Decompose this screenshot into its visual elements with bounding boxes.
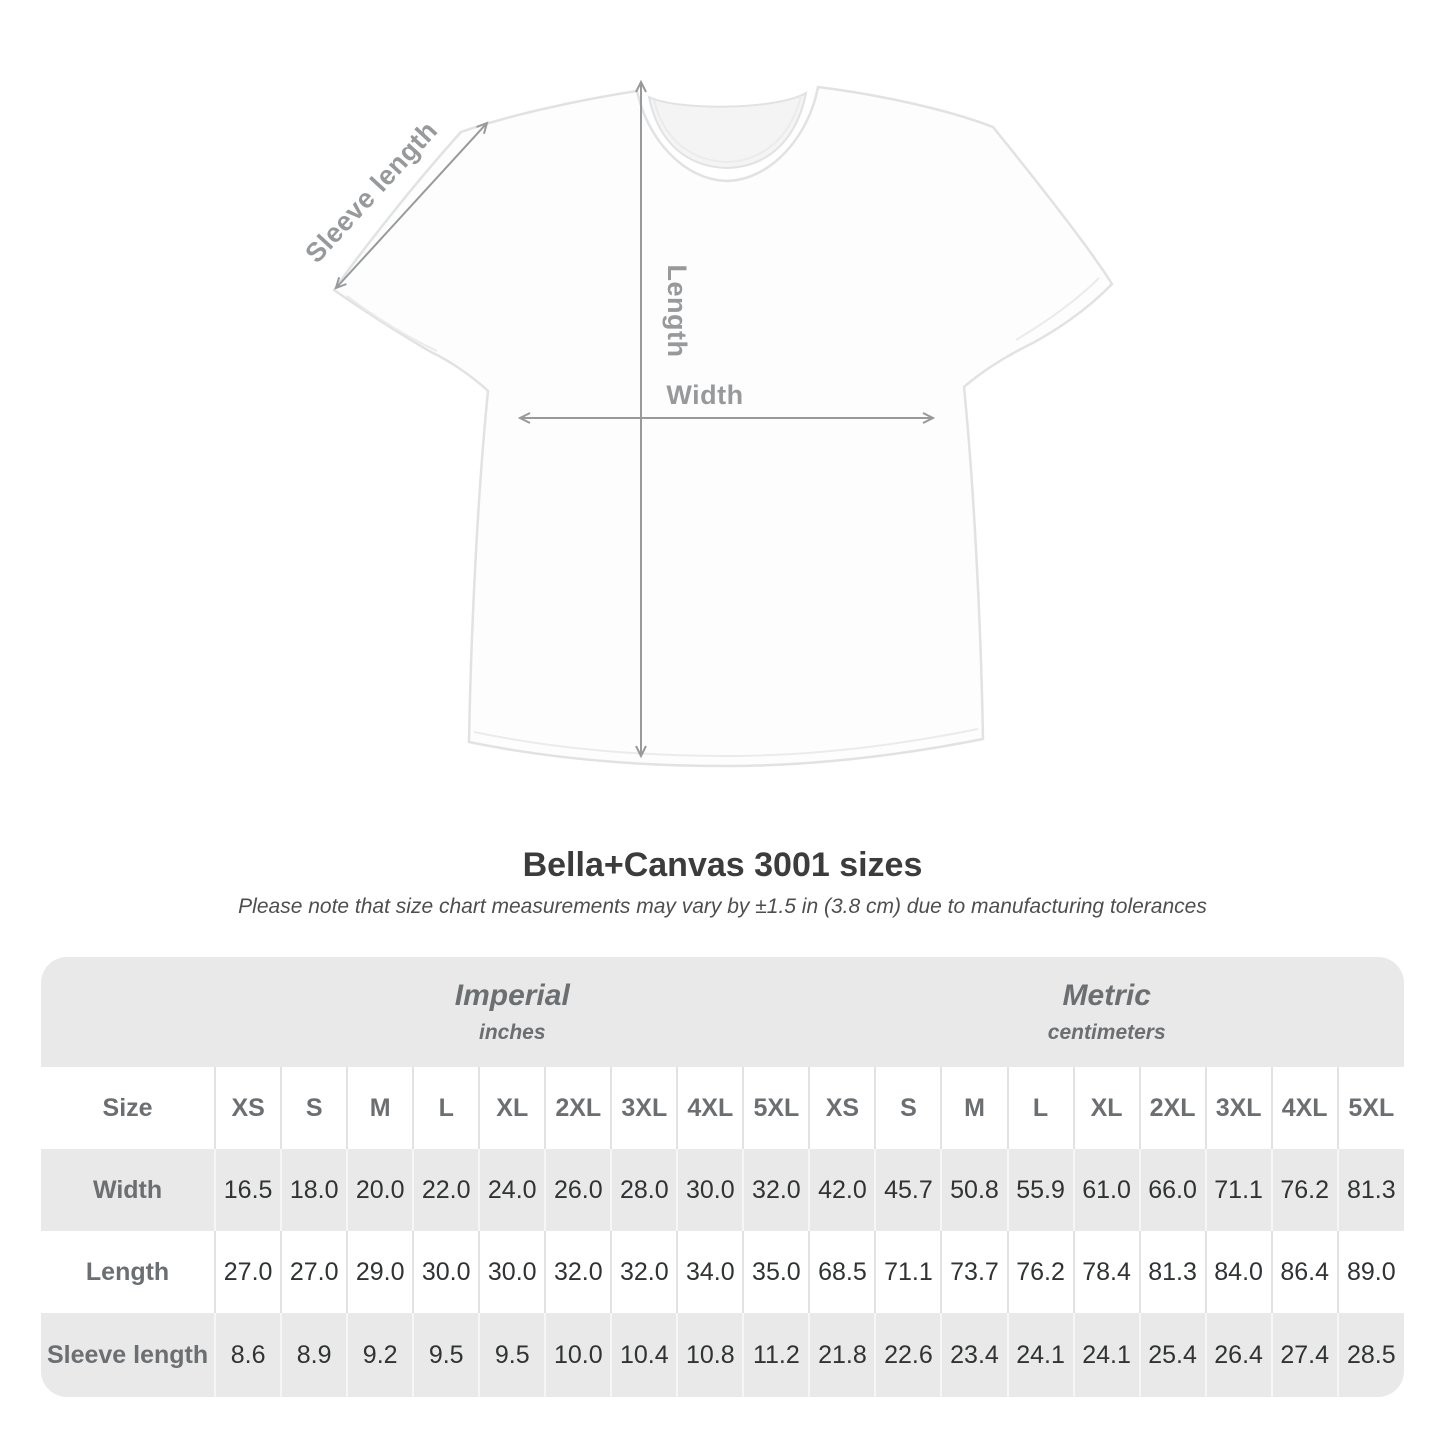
imperial-group-header: Imperial inches [215, 957, 810, 1067]
value-cell: 81.3 [1138, 1231, 1206, 1313]
page-title: Bella+Canvas 3001 sizes [522, 846, 923, 884]
value-cell: 30.0 [478, 1231, 546, 1313]
row-label-width: Width [92, 1175, 163, 1204]
size-header-imperial-4xl: 4XL [676, 1067, 744, 1149]
value-cell: 10.0 [544, 1313, 612, 1397]
value-cell: 9.2 [346, 1313, 414, 1397]
value-cell: 26.4 [1204, 1313, 1272, 1397]
value-cell: 30.0 [412, 1231, 480, 1313]
value-cell: 32.0 [544, 1231, 612, 1313]
width-arrow-label: Width [666, 380, 743, 410]
value-cell: 71.1 [1204, 1149, 1272, 1231]
value-cell: 50.8 [940, 1149, 1008, 1231]
value-cell: 61.0 [1072, 1149, 1140, 1231]
row-label-length: Length [85, 1257, 170, 1286]
size-header-imperial-l: L [412, 1067, 480, 1149]
size-header-imperial-3xl: 3XL [610, 1067, 678, 1149]
value-cell: 18.0 [280, 1149, 348, 1231]
size-header-metric-xs: XS [808, 1067, 876, 1149]
tshirt-measurement-diagram: Width Length Sleeve length [299, 79, 1114, 768]
value-cell: 25.4 [1138, 1313, 1206, 1397]
value-cell: 71.1 [874, 1231, 942, 1313]
sleeve-length-row: Sleeve length 8.6 8.9 9.2 9.5 9.5 10.0 1… [41, 1313, 1404, 1397]
value-cell: 26.0 [544, 1149, 612, 1231]
band-corner [41, 957, 216, 1067]
metric-group-header: Metric centimeters [809, 957, 1404, 1067]
value-cell: 21.8 [808, 1313, 876, 1397]
value-cell: 28.0 [610, 1149, 678, 1231]
value-cell: 76.2 [1006, 1231, 1074, 1313]
value-cell: 22.0 [412, 1149, 480, 1231]
value-cell: 10.4 [610, 1313, 678, 1397]
size-header-metric-4xl: 4XL [1270, 1067, 1338, 1149]
size-header-imperial-xl: XL [478, 1067, 546, 1149]
value-cell: 86.4 [1270, 1231, 1338, 1313]
size-header-metric-s: S [874, 1067, 942, 1149]
value-cell: 27.0 [214, 1231, 282, 1313]
value-cell: 28.5 [1336, 1313, 1404, 1397]
size-header-imperial-s: S [280, 1067, 348, 1149]
size-header-imperial-2xl: 2XL [544, 1067, 612, 1149]
tshirt-shape [332, 85, 1114, 768]
size-column-header: Size [102, 1093, 153, 1122]
value-cell: 32.0 [742, 1149, 810, 1231]
value-cell: 42.0 [808, 1149, 876, 1231]
unit-group-row: Imperial inches Metric centimeters [41, 957, 1404, 1067]
size-header-imperial-xs: XS [214, 1067, 282, 1149]
value-cell: 78.4 [1072, 1231, 1140, 1313]
value-cell: 8.9 [280, 1313, 348, 1397]
value-cell: 24.1 [1072, 1313, 1140, 1397]
value-cell: 73.7 [940, 1231, 1008, 1313]
metric-label: Metric [1062, 979, 1151, 1013]
value-cell: 11.2 [742, 1313, 810, 1397]
sleeve-length-arrow [334, 121, 489, 290]
value-cell: 24.1 [1006, 1313, 1074, 1397]
length-arrow-label: Length [662, 265, 692, 358]
imperial-unit-label: inches [479, 1020, 546, 1044]
value-cell: 34.0 [676, 1231, 744, 1313]
value-cell: 20.0 [346, 1149, 414, 1231]
value-cell: 23.4 [940, 1313, 1008, 1397]
tolerance-note: Please note that size chart measurements… [238, 895, 1207, 918]
value-cell: 55.9 [1006, 1149, 1074, 1231]
metric-unit-label: centimeters [1047, 1020, 1166, 1044]
row-label-sleeve-length: Sleeve length [46, 1340, 209, 1369]
value-cell: 32.0 [610, 1231, 678, 1313]
value-cell: 10.8 [676, 1313, 744, 1397]
size-header-metric-2xl: 2XL [1138, 1067, 1206, 1149]
size-header-metric-l: L [1006, 1067, 1074, 1149]
value-cell: 76.2 [1270, 1149, 1338, 1231]
value-cell: 22.6 [874, 1313, 942, 1397]
tshirt-graphic: Width Length Sleeve length [299, 79, 1114, 768]
size-header-metric-3xl: 3XL [1204, 1067, 1272, 1149]
size-chart: Imperial inches Metric centimeters Size … [41, 957, 1404, 1397]
size-header-metric-xl: XL [1072, 1067, 1140, 1149]
length-row: Length 27.0 27.0 29.0 30.0 30.0 32.0 32.… [41, 1231, 1404, 1313]
value-cell: 68.5 [808, 1231, 876, 1313]
size-header-metric-m: M [940, 1067, 1008, 1149]
size-header-metric-5xl: 5XL [1336, 1067, 1404, 1149]
value-cell: 45.7 [874, 1149, 942, 1231]
value-cell: 9.5 [478, 1313, 546, 1397]
value-cell: 30.0 [676, 1149, 744, 1231]
width-row: Width 16.5 18.0 20.0 22.0 24.0 26.0 28.0… [41, 1149, 1404, 1231]
value-cell: 29.0 [346, 1231, 414, 1313]
size-chart-table: Imperial inches Metric centimeters Size … [41, 957, 1404, 1397]
value-cell: 66.0 [1138, 1149, 1206, 1231]
imperial-label: Imperial [454, 979, 570, 1013]
value-cell: 27.4 [1270, 1313, 1338, 1397]
value-cell: 24.0 [478, 1149, 546, 1231]
value-cell: 89.0 [1336, 1231, 1404, 1313]
value-cell: 35.0 [742, 1231, 810, 1313]
size-header-row: Size XS S M L XL 2XL 3XL 4XL 5XL XS S M … [41, 1067, 1404, 1149]
value-cell: 9.5 [412, 1313, 480, 1397]
value-cell: 16.5 [214, 1149, 282, 1231]
size-header-imperial-5xl: 5XL [742, 1067, 810, 1149]
value-cell: 84.0 [1204, 1231, 1272, 1313]
value-cell: 8.6 [214, 1313, 282, 1397]
size-header-imperial-m: M [346, 1067, 414, 1149]
value-cell: 27.0 [280, 1231, 348, 1313]
value-cell: 81.3 [1336, 1149, 1404, 1231]
